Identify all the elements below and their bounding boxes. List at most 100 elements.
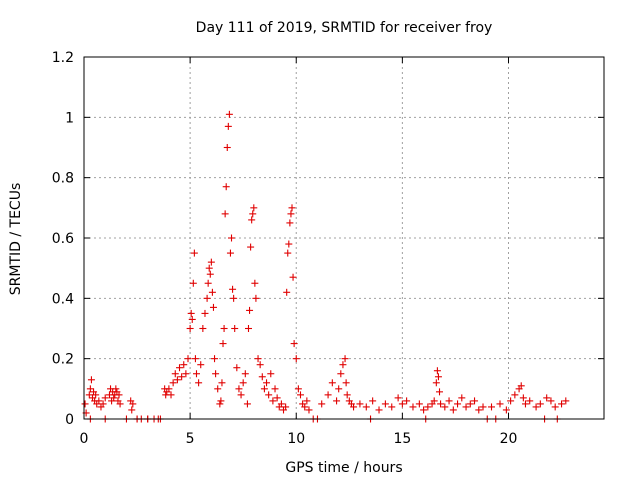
data-point bbox=[454, 400, 462, 408]
data-point bbox=[269, 397, 277, 405]
y-tick-label: 0.2 bbox=[52, 352, 74, 368]
data-point bbox=[289, 273, 297, 281]
data-point bbox=[375, 406, 383, 414]
data-point bbox=[260, 385, 268, 393]
data-point bbox=[248, 216, 256, 224]
data-point bbox=[437, 400, 445, 408]
data-point bbox=[271, 385, 279, 393]
data-point bbox=[229, 285, 237, 293]
data-point bbox=[277, 400, 285, 408]
data-point bbox=[216, 400, 224, 408]
data-point bbox=[192, 370, 200, 378]
data-point bbox=[235, 385, 243, 393]
data-point bbox=[197, 361, 205, 369]
data-point bbox=[220, 325, 228, 332]
data-point bbox=[449, 406, 457, 414]
data-point bbox=[209, 303, 217, 311]
data-point bbox=[258, 373, 266, 381]
data-point bbox=[475, 406, 483, 414]
data-point bbox=[284, 249, 292, 257]
data-point bbox=[496, 400, 504, 408]
data-point bbox=[388, 403, 396, 411]
data-point bbox=[256, 361, 264, 369]
data-point bbox=[171, 370, 179, 378]
data-point bbox=[526, 397, 534, 405]
data-point bbox=[195, 379, 203, 387]
data-point bbox=[283, 288, 291, 296]
data-point bbox=[250, 204, 258, 212]
chart-title: Day 111 of 2019, SRMTID for receiver fro… bbox=[196, 20, 493, 36]
data-point bbox=[263, 379, 271, 387]
y-tick-label: 0 bbox=[65, 412, 74, 428]
data-point bbox=[228, 234, 236, 242]
data-point bbox=[217, 397, 225, 405]
data-point bbox=[211, 355, 219, 363]
data-point bbox=[479, 403, 487, 411]
data-point bbox=[252, 294, 260, 302]
data-point bbox=[507, 397, 515, 405]
data-point bbox=[221, 210, 229, 218]
y-tick-label: 0.6 bbox=[52, 231, 74, 247]
data-point bbox=[225, 110, 233, 118]
data-point bbox=[241, 370, 249, 378]
data-point bbox=[239, 379, 247, 387]
data-point bbox=[445, 397, 453, 405]
x-tick-label: 0 bbox=[80, 431, 89, 447]
data-point bbox=[186, 325, 194, 332]
data-point bbox=[337, 370, 345, 378]
data-point bbox=[430, 397, 438, 405]
data-point bbox=[251, 279, 259, 287]
data-point bbox=[466, 400, 474, 408]
y-tick-label: 1 bbox=[65, 110, 74, 126]
x-tick-label: 10 bbox=[287, 431, 305, 447]
data-point bbox=[169, 379, 177, 387]
data-point bbox=[381, 400, 389, 408]
data-point bbox=[203, 294, 211, 302]
data-point bbox=[342, 379, 350, 387]
data-point bbox=[206, 270, 214, 278]
data-point bbox=[218, 379, 226, 387]
x-tick-label: 15 bbox=[393, 431, 411, 447]
data-point bbox=[519, 394, 527, 402]
data-point bbox=[441, 403, 449, 411]
data-point bbox=[167, 391, 175, 399]
data-point bbox=[214, 385, 222, 393]
data-point bbox=[282, 403, 290, 411]
data-point bbox=[432, 379, 440, 387]
data-point bbox=[99, 400, 107, 408]
data-point bbox=[287, 210, 295, 218]
data-point bbox=[305, 406, 313, 414]
data-point bbox=[101, 394, 109, 402]
data-point bbox=[237, 391, 245, 399]
data-point bbox=[187, 309, 195, 317]
data-point bbox=[189, 279, 197, 287]
data-point bbox=[223, 144, 231, 151]
data-point bbox=[433, 367, 441, 375]
data-point bbox=[115, 391, 123, 399]
x-tick-labels: 0 5 10 15 20 bbox=[80, 431, 518, 447]
data-point bbox=[294, 385, 302, 393]
data-point bbox=[547, 397, 555, 405]
data-point bbox=[95, 397, 103, 405]
x-tick-label: 20 bbox=[500, 431, 518, 447]
data-point bbox=[362, 403, 370, 411]
data-point bbox=[249, 210, 257, 218]
data-point bbox=[212, 370, 220, 378]
data-point bbox=[335, 385, 343, 393]
data-point bbox=[231, 325, 239, 332]
data-point bbox=[471, 397, 479, 405]
y-tick-label: 0.4 bbox=[52, 291, 74, 307]
data-point bbox=[219, 340, 227, 348]
data-point bbox=[165, 385, 173, 393]
data-point bbox=[110, 394, 118, 402]
data-point bbox=[333, 397, 341, 405]
data-point bbox=[350, 403, 358, 411]
data-point bbox=[318, 400, 326, 408]
data-point bbox=[424, 403, 432, 411]
data-point bbox=[205, 264, 213, 272]
data-point bbox=[543, 394, 551, 402]
data-point bbox=[129, 400, 137, 408]
data-point bbox=[273, 394, 281, 402]
data-point bbox=[403, 397, 411, 405]
